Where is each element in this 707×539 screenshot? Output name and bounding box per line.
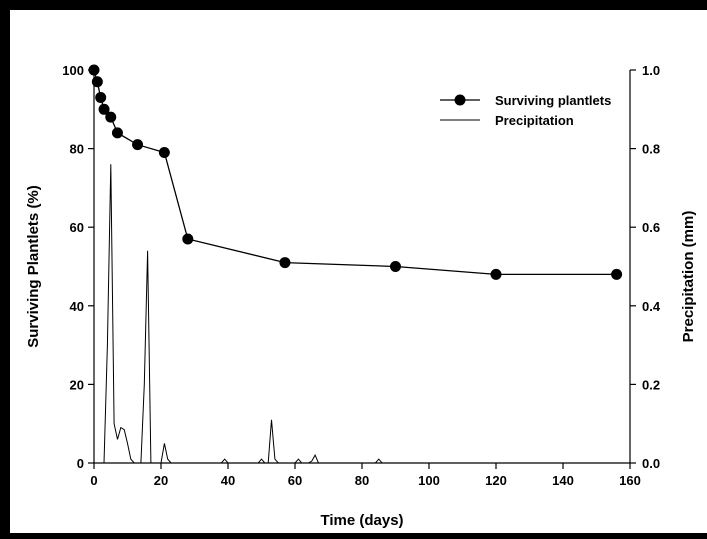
- y-tick-label: 80: [70, 142, 84, 157]
- surviving-plantlets-point: [105, 111, 117, 123]
- surviving-plantlets-point: [98, 103, 110, 115]
- surviving-plantlets-point: [279, 257, 291, 269]
- surviving-plantlets-point: [182, 233, 194, 245]
- surviving-plantlets-point: [88, 64, 100, 76]
- y2-tick-label: 0.4: [642, 299, 661, 314]
- chart-svg: 0 20 40 60 80 100 120 140 160 0 20 40 60 80 100 0.0 0.2 0…: [25, 63, 697, 529]
- axis-titles: Time (days) Surviving Plantlets (%) Prec…: [25, 185, 697, 529]
- x-tick-label: 160: [619, 473, 641, 488]
- y2-tick-label: 0.8: [642, 142, 660, 157]
- surviving-plantlets-point: [95, 92, 107, 104]
- precipitation-line: [94, 164, 383, 464]
- y-axis-title: Surviving Plantlets (%): [25, 185, 42, 348]
- precipitation-layer: [94, 164, 383, 464]
- legend: Surviving plantlets Precipitation: [440, 93, 611, 128]
- surviving-plantlets-point: [611, 268, 623, 280]
- x-tick-label: 120: [485, 473, 507, 488]
- x-tick-label: 140: [552, 473, 574, 488]
- x-tick-label: 60: [288, 473, 302, 488]
- y2-tick-label: 0.0: [642, 456, 660, 471]
- surviving-plantlets-point: [158, 147, 170, 159]
- y-tick-label: 0: [77, 456, 84, 471]
- x-tick-label: 0: [90, 473, 97, 488]
- x-tick-label: 40: [221, 473, 235, 488]
- plot-panel: 0 20 40 60 80 100 120 140 160 0 20 40 60 80 100 0.0 0.2 0…: [10, 10, 707, 533]
- surviving-plantlets-point: [390, 261, 401, 272]
- y2-tick-label: 1.0: [642, 63, 660, 78]
- surviving-plantlets-point: [111, 127, 123, 139]
- surviving-plantlets-point: [91, 76, 103, 88]
- x-tick-label: 100: [418, 473, 440, 488]
- legend-surviving-marker: [454, 94, 466, 106]
- surviving-plantlets-point: [132, 139, 144, 151]
- y-tick-label: 60: [70, 220, 84, 235]
- y-tick-label: 100: [62, 63, 84, 78]
- x-tick-label: 80: [355, 473, 369, 488]
- surviving-plantlets-layer: [88, 64, 623, 280]
- x-tick-label: 20: [154, 473, 168, 488]
- y2-tick-label: 0.2: [642, 377, 660, 392]
- y-tick-label: 20: [70, 377, 84, 392]
- y2-tick-label: 0.6: [642, 220, 660, 235]
- y2-axis-title: Precipitation (mm): [680, 211, 697, 343]
- legend-surviving-label: Surviving plantlets: [495, 93, 611, 108]
- x-axis-title: Time (days): [320, 512, 403, 529]
- y-tick-label: 40: [70, 299, 84, 314]
- surviving-plantlets-point: [490, 268, 502, 280]
- axes-layer: 0 20 40 60 80 100 120 140 160 0 20 40 60 80 100 0.0 0.2 0…: [62, 63, 661, 488]
- legend-precipitation-label: Precipitation: [495, 113, 574, 128]
